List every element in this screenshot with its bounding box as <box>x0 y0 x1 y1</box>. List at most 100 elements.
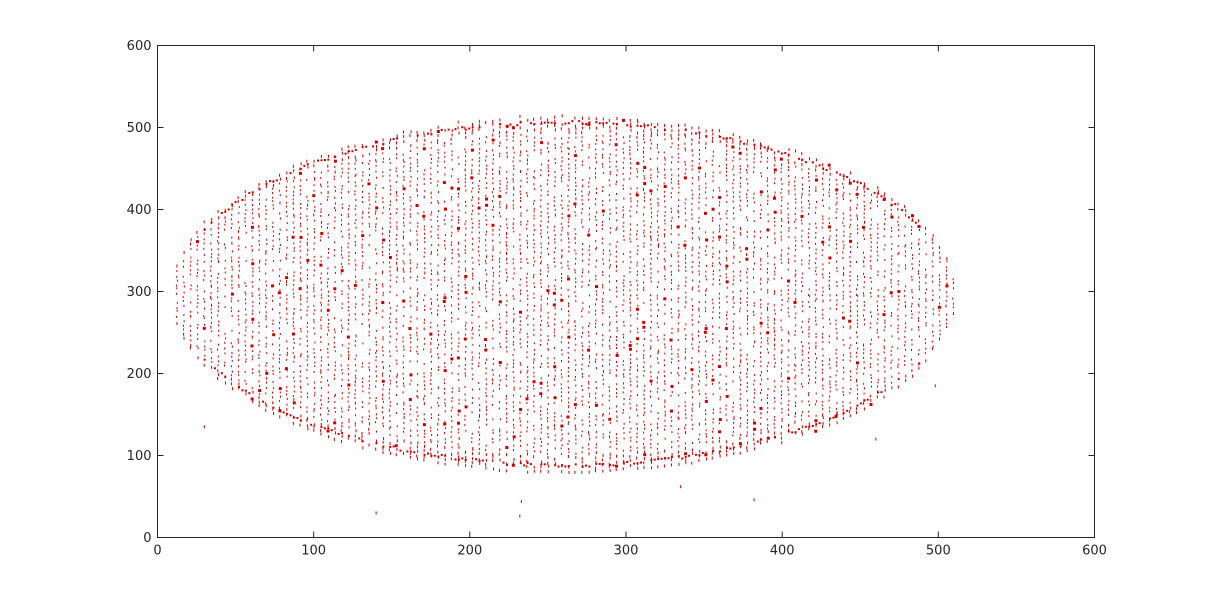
data-point <box>376 287 378 290</box>
data-point <box>285 276 289 280</box>
data-point <box>643 446 645 450</box>
data-point <box>519 434 521 437</box>
data-point <box>630 390 632 393</box>
data-point <box>766 160 768 163</box>
data-point <box>808 335 810 338</box>
data-point <box>753 166 755 169</box>
data-point <box>403 277 405 280</box>
data-point <box>381 397 383 400</box>
data-point <box>582 326 584 329</box>
data-point <box>691 197 693 200</box>
data-point <box>424 429 426 432</box>
data-point <box>609 369 611 372</box>
data-point <box>423 375 425 378</box>
data-point <box>471 314 473 317</box>
data-point <box>491 382 493 385</box>
data-point <box>238 373 240 376</box>
data-point <box>760 332 762 335</box>
data-point <box>733 246 735 249</box>
data-point <box>464 275 468 279</box>
data-point <box>533 361 535 364</box>
data-point <box>582 271 584 274</box>
data-point <box>657 129 659 133</box>
data-point <box>670 168 672 171</box>
data-point <box>622 118 626 122</box>
data-point <box>602 358 604 361</box>
data-point <box>265 408 267 412</box>
data-point <box>774 418 776 421</box>
data-point <box>443 279 445 282</box>
data-point <box>602 453 604 457</box>
data-point <box>272 365 274 368</box>
data-point <box>526 284 528 287</box>
data-point <box>774 267 776 270</box>
data-point <box>815 341 817 344</box>
data-point <box>705 264 707 267</box>
data-point <box>609 431 611 434</box>
data-point <box>265 205 267 208</box>
data-point <box>272 322 274 325</box>
data-point <box>327 400 329 403</box>
data-point <box>712 325 714 328</box>
data-point <box>588 207 590 210</box>
data-point <box>759 321 763 325</box>
data-point <box>766 331 770 335</box>
data-point <box>210 308 212 311</box>
data-point <box>801 229 803 232</box>
data-point <box>347 215 349 218</box>
data-point <box>395 321 397 324</box>
data-point <box>773 168 777 172</box>
data-point <box>546 275 548 278</box>
data-point <box>520 214 522 217</box>
data-point <box>656 381 658 384</box>
data-point <box>403 165 405 168</box>
data-point <box>587 122 591 126</box>
data-point <box>733 416 735 419</box>
data-point <box>581 221 583 224</box>
data-point <box>306 326 308 329</box>
data-point <box>677 432 679 435</box>
data-point <box>197 298 199 301</box>
data-point <box>485 176 487 179</box>
data-point <box>438 414 440 417</box>
data-point <box>664 437 666 440</box>
data-point <box>705 384 707 387</box>
data-point <box>251 212 253 215</box>
data-point <box>355 354 357 357</box>
data-point <box>526 351 528 354</box>
data-point <box>443 141 445 144</box>
data-point <box>678 445 680 448</box>
data-point <box>795 283 797 286</box>
data-point <box>410 341 412 344</box>
data-point <box>492 357 494 360</box>
data-point <box>217 236 219 239</box>
data-point <box>416 418 418 421</box>
data-point <box>505 367 507 370</box>
data-point <box>458 455 460 459</box>
data-point <box>369 295 371 298</box>
data-point <box>601 162 603 165</box>
data-point <box>519 238 521 241</box>
data-point <box>643 169 645 172</box>
data-point <box>636 294 638 297</box>
data-point <box>780 253 782 257</box>
data-point <box>704 191 706 194</box>
data-point <box>793 300 797 304</box>
data-point <box>375 200 377 203</box>
data-point <box>657 238 659 242</box>
data-point <box>430 307 432 310</box>
data-point <box>553 357 555 360</box>
data-point <box>423 397 425 401</box>
data-point <box>478 382 480 385</box>
data-point <box>787 389 789 392</box>
data-point <box>540 199 542 202</box>
data-point <box>533 387 535 390</box>
data-point <box>685 458 687 462</box>
data-point <box>382 336 384 339</box>
data-point <box>478 222 480 225</box>
data-point <box>403 217 405 220</box>
data-point <box>643 286 645 289</box>
data-point <box>657 339 659 342</box>
data-point <box>773 337 775 341</box>
data-point <box>574 291 576 294</box>
